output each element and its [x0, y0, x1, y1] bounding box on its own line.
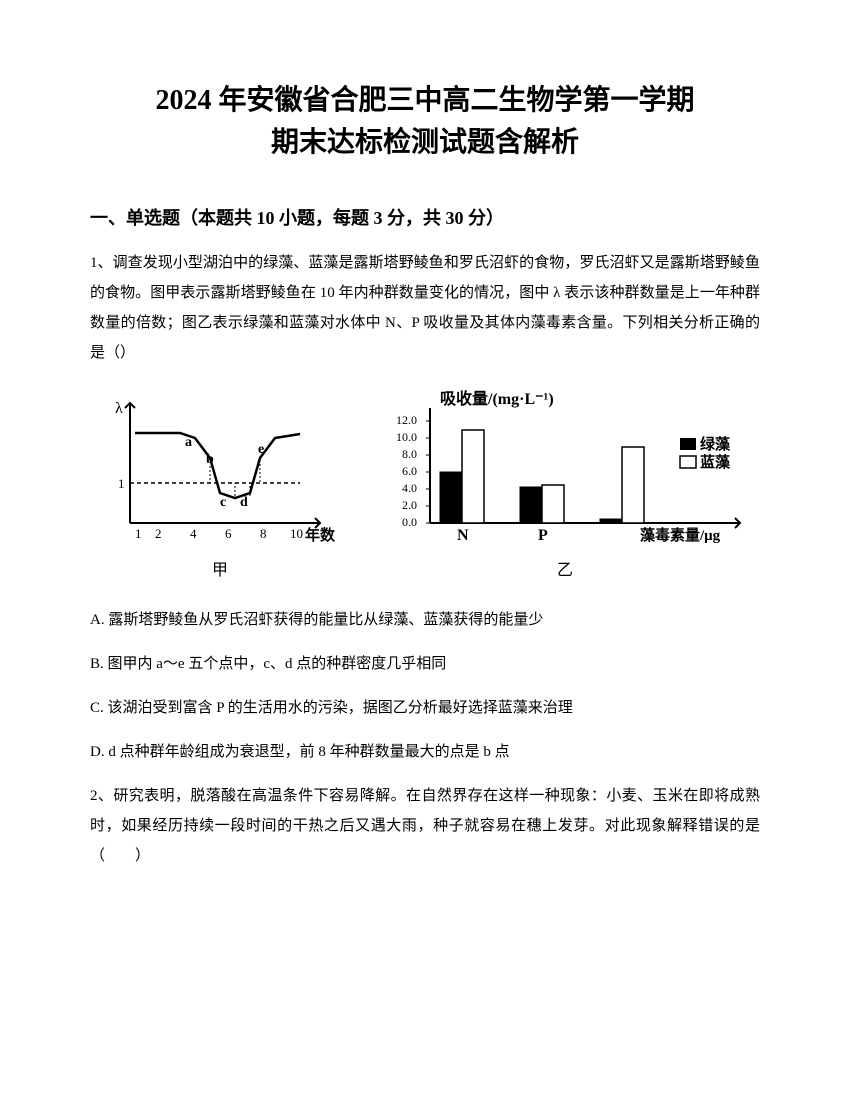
chart1-ylabel: λ [115, 400, 123, 417]
svg-text:P: P [538, 527, 548, 544]
question-2-text: 2、研究表明，脱落酸在高温条件下容易降解。在自然界存在这样一种现象：小麦、玉米在… [90, 781, 760, 871]
section-header: 一、单选题（本题共 10 小题，每题 3 分，共 30 分） [90, 204, 760, 230]
q1-option-c: C. 该湖泊受到富含 P 的生活用水的污染，据图乙分析最好选择蓝藻来治理 [90, 693, 760, 723]
svg-text:8: 8 [260, 526, 267, 541]
question-1-text: 1、调查发现小型湖泊中的绿藻、蓝藻是露斯塔野鲮鱼和罗氏沼虾的食物，罗氏沼虾又是露… [90, 248, 760, 368]
svg-text:2: 2 [155, 526, 162, 541]
svg-text:4.0: 4.0 [402, 481, 417, 495]
q1-option-d: D. d 点种群年龄组成为衰退型，前 8 年种群数量最大的点是 b 点 [90, 737, 760, 767]
document-title: 2024 年安徽省合肥三中高二生物学第一学期 期末达标检测试题含解析 [90, 80, 760, 164]
svg-text:8.0: 8.0 [402, 447, 417, 461]
svg-text:d: d [240, 495, 248, 510]
svg-text:a: a [185, 435, 192, 450]
svg-text:10: 10 [290, 526, 303, 541]
svg-text:2.0: 2.0 [402, 498, 417, 512]
svg-text:1: 1 [118, 476, 125, 491]
title-line2: 期末达标检测试题含解析 [90, 122, 760, 164]
chart-2-wrapper: 吸收量/(mg·L⁻¹) 0.0 2.0 4.0 6.0 8.0 10.0 12… [380, 388, 750, 580]
svg-text:0.0: 0.0 [402, 515, 417, 529]
svg-text:e: e [258, 442, 264, 457]
svg-text:蓝藻: 蓝藻 [700, 453, 731, 471]
svg-text:c: c [220, 495, 226, 510]
chart-2-label: 乙 [557, 556, 573, 580]
charts-container: λ 1 a b c d e 1 2 4 6 8 10 年数 甲 [90, 388, 760, 580]
chart1-xlabel: 年数 [305, 526, 336, 544]
svg-text:b: b [206, 452, 214, 467]
svg-text:6: 6 [225, 526, 232, 541]
svg-text:N: N [457, 527, 469, 544]
chart-1-wrapper: λ 1 a b c d e 1 2 4 6 8 10 年数 甲 [100, 388, 340, 580]
chart2-xlabel: 藻毒素量/μg [640, 526, 721, 544]
svg-text:10.0: 10.0 [396, 430, 417, 444]
svg-text:4: 4 [190, 526, 197, 541]
q1-option-a: A. 露斯塔野鲮鱼从罗氏沼虾获得的能量比从绿藻、蓝藻获得的能量少 [90, 605, 760, 635]
chart-2-svg: 吸收量/(mg·L⁻¹) 0.0 2.0 4.0 6.0 8.0 10.0 12… [380, 388, 750, 548]
svg-text:12.0: 12.0 [396, 413, 417, 427]
title-line1: 2024 年安徽省合肥三中高二生物学第一学期 [90, 80, 760, 122]
q1-option-b: B. 图甲内 a～e 五个点中，c、d 点的种群密度几乎相同 [90, 649, 760, 679]
svg-text:绿藻: 绿藻 [700, 435, 731, 453]
svg-text:6.0: 6.0 [402, 464, 417, 478]
chart-1-label: 甲 [212, 556, 228, 580]
svg-text:1: 1 [135, 526, 142, 541]
chart-1-svg: λ 1 a b c d e 1 2 4 6 8 10 年数 [100, 388, 340, 548]
chart2-ylabel: 吸收量/(mg·L⁻¹) [440, 389, 554, 408]
